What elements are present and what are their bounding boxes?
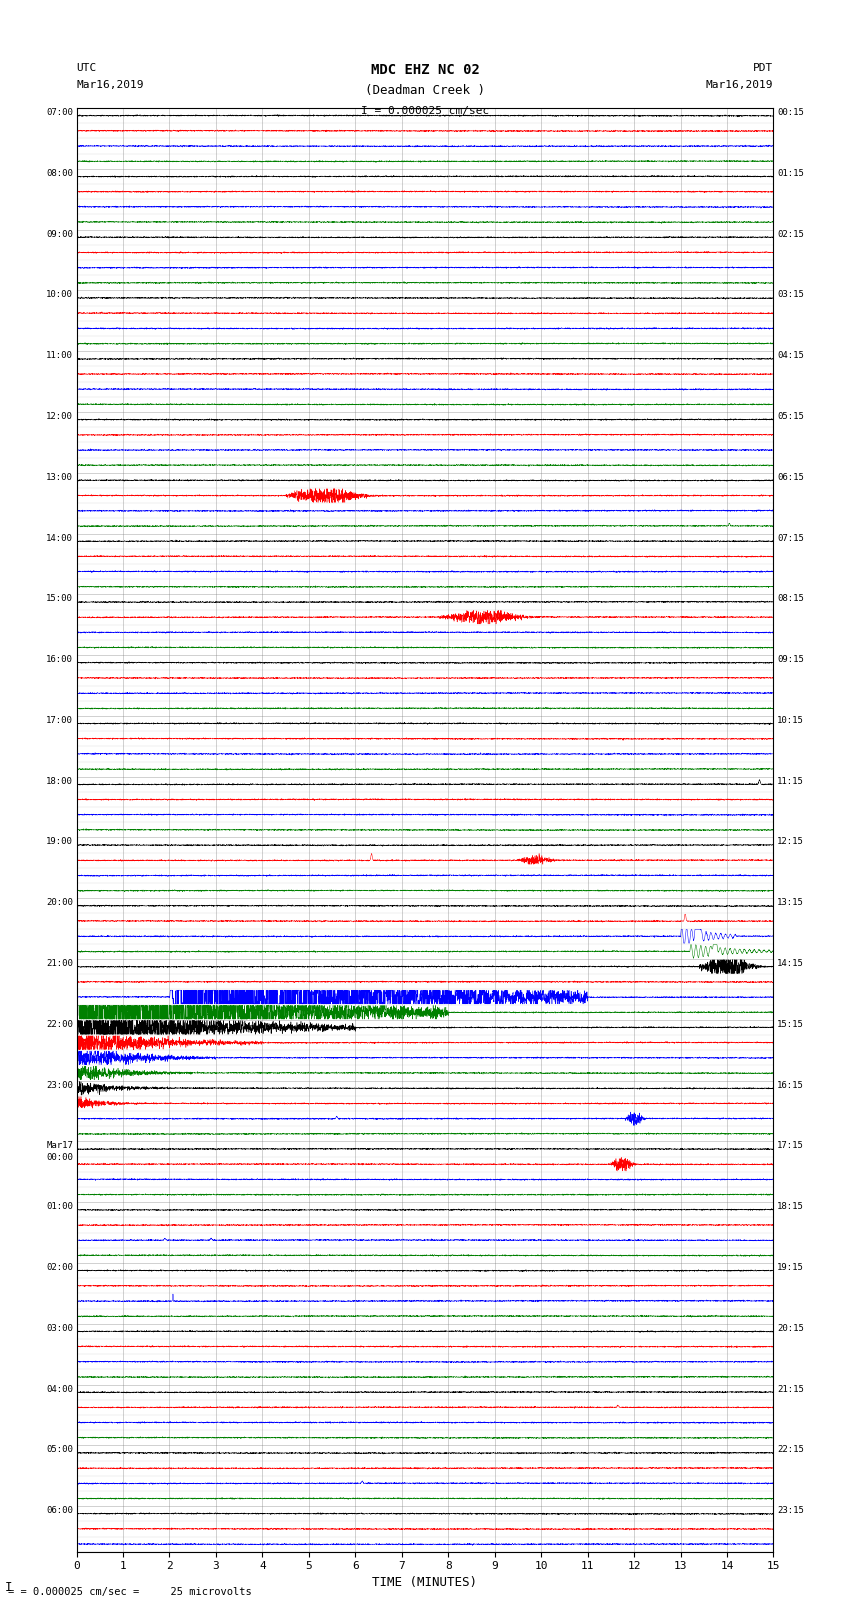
Text: 08:00: 08:00 xyxy=(46,169,73,177)
Text: 03:15: 03:15 xyxy=(777,290,804,300)
Text: 01:00: 01:00 xyxy=(46,1202,73,1211)
Text: 00:00: 00:00 xyxy=(46,1153,73,1161)
Text: 02:00: 02:00 xyxy=(46,1263,73,1273)
Text: 00:15: 00:15 xyxy=(777,108,804,118)
Text: 12:15: 12:15 xyxy=(777,837,804,847)
Text: 13:00: 13:00 xyxy=(46,473,73,482)
Text: 12:00: 12:00 xyxy=(46,411,73,421)
Text: 20:00: 20:00 xyxy=(46,898,73,907)
Text: 23:15: 23:15 xyxy=(777,1507,804,1515)
Text: 18:15: 18:15 xyxy=(777,1202,804,1211)
Text: 21:00: 21:00 xyxy=(46,960,73,968)
Text: 06:15: 06:15 xyxy=(777,473,804,482)
X-axis label: TIME (MINUTES): TIME (MINUTES) xyxy=(372,1576,478,1589)
Text: 13:15: 13:15 xyxy=(777,898,804,907)
Text: 07:00: 07:00 xyxy=(46,108,73,118)
Text: 21:15: 21:15 xyxy=(777,1384,804,1394)
Text: = = 0.000025 cm/sec =     25 microvolts: = = 0.000025 cm/sec = 25 microvolts xyxy=(8,1587,252,1597)
Text: 11:15: 11:15 xyxy=(777,777,804,786)
Text: 18:00: 18:00 xyxy=(46,777,73,786)
Text: 07:15: 07:15 xyxy=(777,534,804,542)
Text: 19:15: 19:15 xyxy=(777,1263,804,1273)
Text: 09:00: 09:00 xyxy=(46,229,73,239)
Text: 16:15: 16:15 xyxy=(777,1081,804,1090)
Text: 14:00: 14:00 xyxy=(46,534,73,542)
Text: 09:15: 09:15 xyxy=(777,655,804,665)
Text: Mar16,2019: Mar16,2019 xyxy=(706,81,774,90)
Text: (Deadman Creek ): (Deadman Creek ) xyxy=(365,84,485,97)
Text: Mar16,2019: Mar16,2019 xyxy=(76,81,144,90)
Text: 10:15: 10:15 xyxy=(777,716,804,724)
Text: I: I xyxy=(4,1581,12,1594)
Text: UTC: UTC xyxy=(76,63,97,73)
Text: 01:15: 01:15 xyxy=(777,169,804,177)
Text: 19:00: 19:00 xyxy=(46,837,73,847)
Text: 22:15: 22:15 xyxy=(777,1445,804,1455)
Text: 06:00: 06:00 xyxy=(46,1507,73,1515)
Text: 05:15: 05:15 xyxy=(777,411,804,421)
Text: 17:00: 17:00 xyxy=(46,716,73,724)
Text: MDC EHZ NC 02: MDC EHZ NC 02 xyxy=(371,63,479,77)
Text: 08:15: 08:15 xyxy=(777,594,804,603)
Text: PDT: PDT xyxy=(753,63,774,73)
Text: I = 0.000025 cm/sec: I = 0.000025 cm/sec xyxy=(361,106,489,116)
Text: 22:00: 22:00 xyxy=(46,1019,73,1029)
Text: 10:00: 10:00 xyxy=(46,290,73,300)
Text: 16:00: 16:00 xyxy=(46,655,73,665)
Text: Mar17: Mar17 xyxy=(46,1142,73,1150)
Text: 05:00: 05:00 xyxy=(46,1445,73,1455)
Text: 11:00: 11:00 xyxy=(46,352,73,360)
Text: 03:00: 03:00 xyxy=(46,1324,73,1332)
Text: 15:00: 15:00 xyxy=(46,594,73,603)
Text: 02:15: 02:15 xyxy=(777,229,804,239)
Text: 17:15: 17:15 xyxy=(777,1142,804,1150)
Text: 04:15: 04:15 xyxy=(777,352,804,360)
Text: 23:00: 23:00 xyxy=(46,1081,73,1090)
Text: 20:15: 20:15 xyxy=(777,1324,804,1332)
Text: 14:15: 14:15 xyxy=(777,960,804,968)
Text: 04:00: 04:00 xyxy=(46,1384,73,1394)
Text: 15:15: 15:15 xyxy=(777,1019,804,1029)
